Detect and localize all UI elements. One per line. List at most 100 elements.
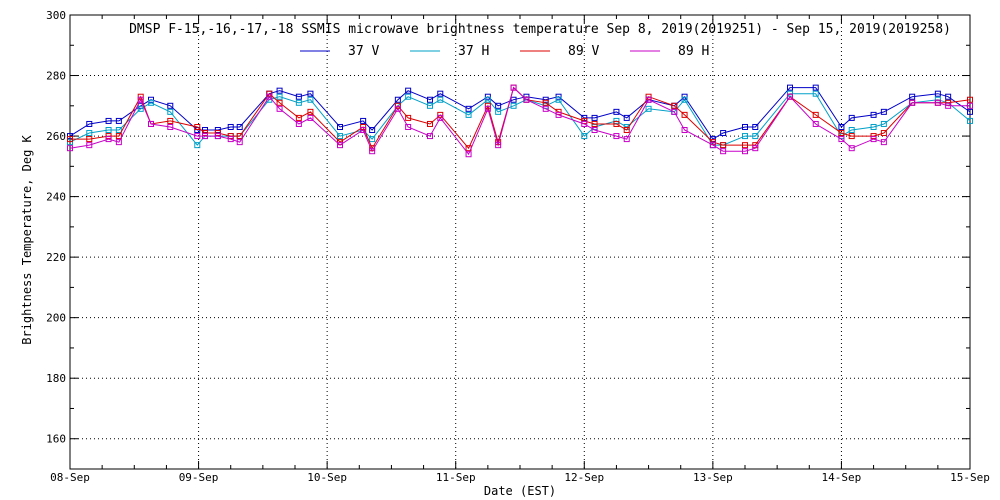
data-point (295, 93, 302, 100)
data-point (945, 99, 952, 106)
data-point (581, 120, 588, 127)
legend: 37 V 37 H 89 V 89 H (300, 44, 709, 59)
data-point (581, 133, 588, 140)
data-point (227, 136, 234, 143)
data-point (167, 102, 174, 109)
data-point (870, 123, 877, 130)
data-point (360, 127, 367, 134)
data-point (623, 136, 630, 143)
data-point (752, 123, 759, 130)
data-point (105, 133, 112, 140)
data-point (437, 96, 444, 103)
data-point (427, 120, 433, 127)
data-point (427, 96, 433, 103)
data-point (484, 96, 491, 103)
data-point (202, 133, 208, 140)
data-point (623, 127, 630, 134)
legend-entry: 89 V (520, 44, 599, 59)
plot-border (69, 14, 971, 470)
data-point (405, 93, 412, 100)
data-point (581, 117, 588, 124)
data-point (591, 114, 598, 121)
data-point (307, 96, 314, 103)
grid-layer (70, 15, 970, 469)
data-point (967, 117, 973, 124)
y-tick-label: 160 (46, 433, 66, 446)
data-point (510, 96, 517, 103)
data-point (105, 127, 112, 134)
data-point (787, 84, 793, 91)
data-point (105, 136, 112, 143)
data-point (870, 133, 877, 140)
data-point (115, 133, 122, 140)
data-point (465, 105, 472, 112)
data-point (645, 105, 652, 112)
legend-entry: 89 H (630, 44, 709, 59)
data-point (137, 96, 144, 103)
data-point (86, 130, 93, 137)
data-point (465, 151, 472, 158)
legend-entry: 37 V (300, 44, 379, 59)
data-point (86, 120, 93, 127)
data-point (681, 96, 688, 103)
data-point (848, 114, 855, 121)
data-point (437, 114, 444, 121)
data-point (495, 142, 502, 149)
data-point (427, 133, 433, 140)
data-point (276, 105, 283, 112)
data-point (542, 96, 549, 103)
data-point (105, 117, 112, 124)
data-point (369, 148, 376, 155)
data-point (720, 142, 727, 149)
data-point (360, 117, 367, 124)
data-point (394, 96, 401, 103)
data-point (337, 123, 343, 130)
data-point (945, 93, 952, 100)
data-point (742, 148, 748, 155)
data-point (742, 123, 748, 130)
legend-label: 89 H (678, 44, 709, 59)
data-point (671, 108, 678, 115)
data-point (880, 108, 887, 115)
data-point (812, 120, 819, 127)
series-line (69, 93, 971, 146)
data-point (276, 87, 283, 94)
data-point (214, 130, 221, 137)
data-point (67, 133, 73, 140)
y-tick-label: 180 (46, 372, 66, 385)
data-point (484, 105, 491, 112)
data-point (495, 102, 502, 109)
data-point (465, 111, 472, 118)
data-point (909, 93, 916, 100)
data-point (934, 99, 941, 106)
data-point (67, 139, 73, 146)
data-point (167, 108, 174, 115)
data-point (194, 133, 201, 140)
data-point (115, 139, 122, 146)
x-tick-label: 08-Sep (50, 471, 90, 484)
data-point (591, 120, 598, 127)
data-point (880, 139, 887, 146)
data-point (369, 127, 376, 134)
data-point (523, 96, 530, 103)
plot-frame (69, 14, 971, 470)
data-point (848, 133, 855, 140)
y-tick-label: 260 (46, 130, 66, 143)
y-tick-label: 220 (46, 251, 66, 264)
data-point (720, 130, 727, 137)
y-tick-label: 240 (46, 191, 66, 204)
data-point (194, 123, 201, 130)
series-line (70, 86, 971, 150)
data-point (394, 105, 401, 112)
data-point (967, 102, 973, 109)
series-layer (67, 84, 973, 158)
data-point (227, 123, 234, 130)
data-point (934, 90, 941, 97)
legend-label: 37 H (458, 44, 489, 59)
x-axis-label: Date (EST) (484, 484, 556, 498)
x-tick-label: 13-Sep (693, 471, 733, 484)
data-point (427, 102, 433, 109)
x-tick-label: 14-Sep (822, 471, 862, 484)
